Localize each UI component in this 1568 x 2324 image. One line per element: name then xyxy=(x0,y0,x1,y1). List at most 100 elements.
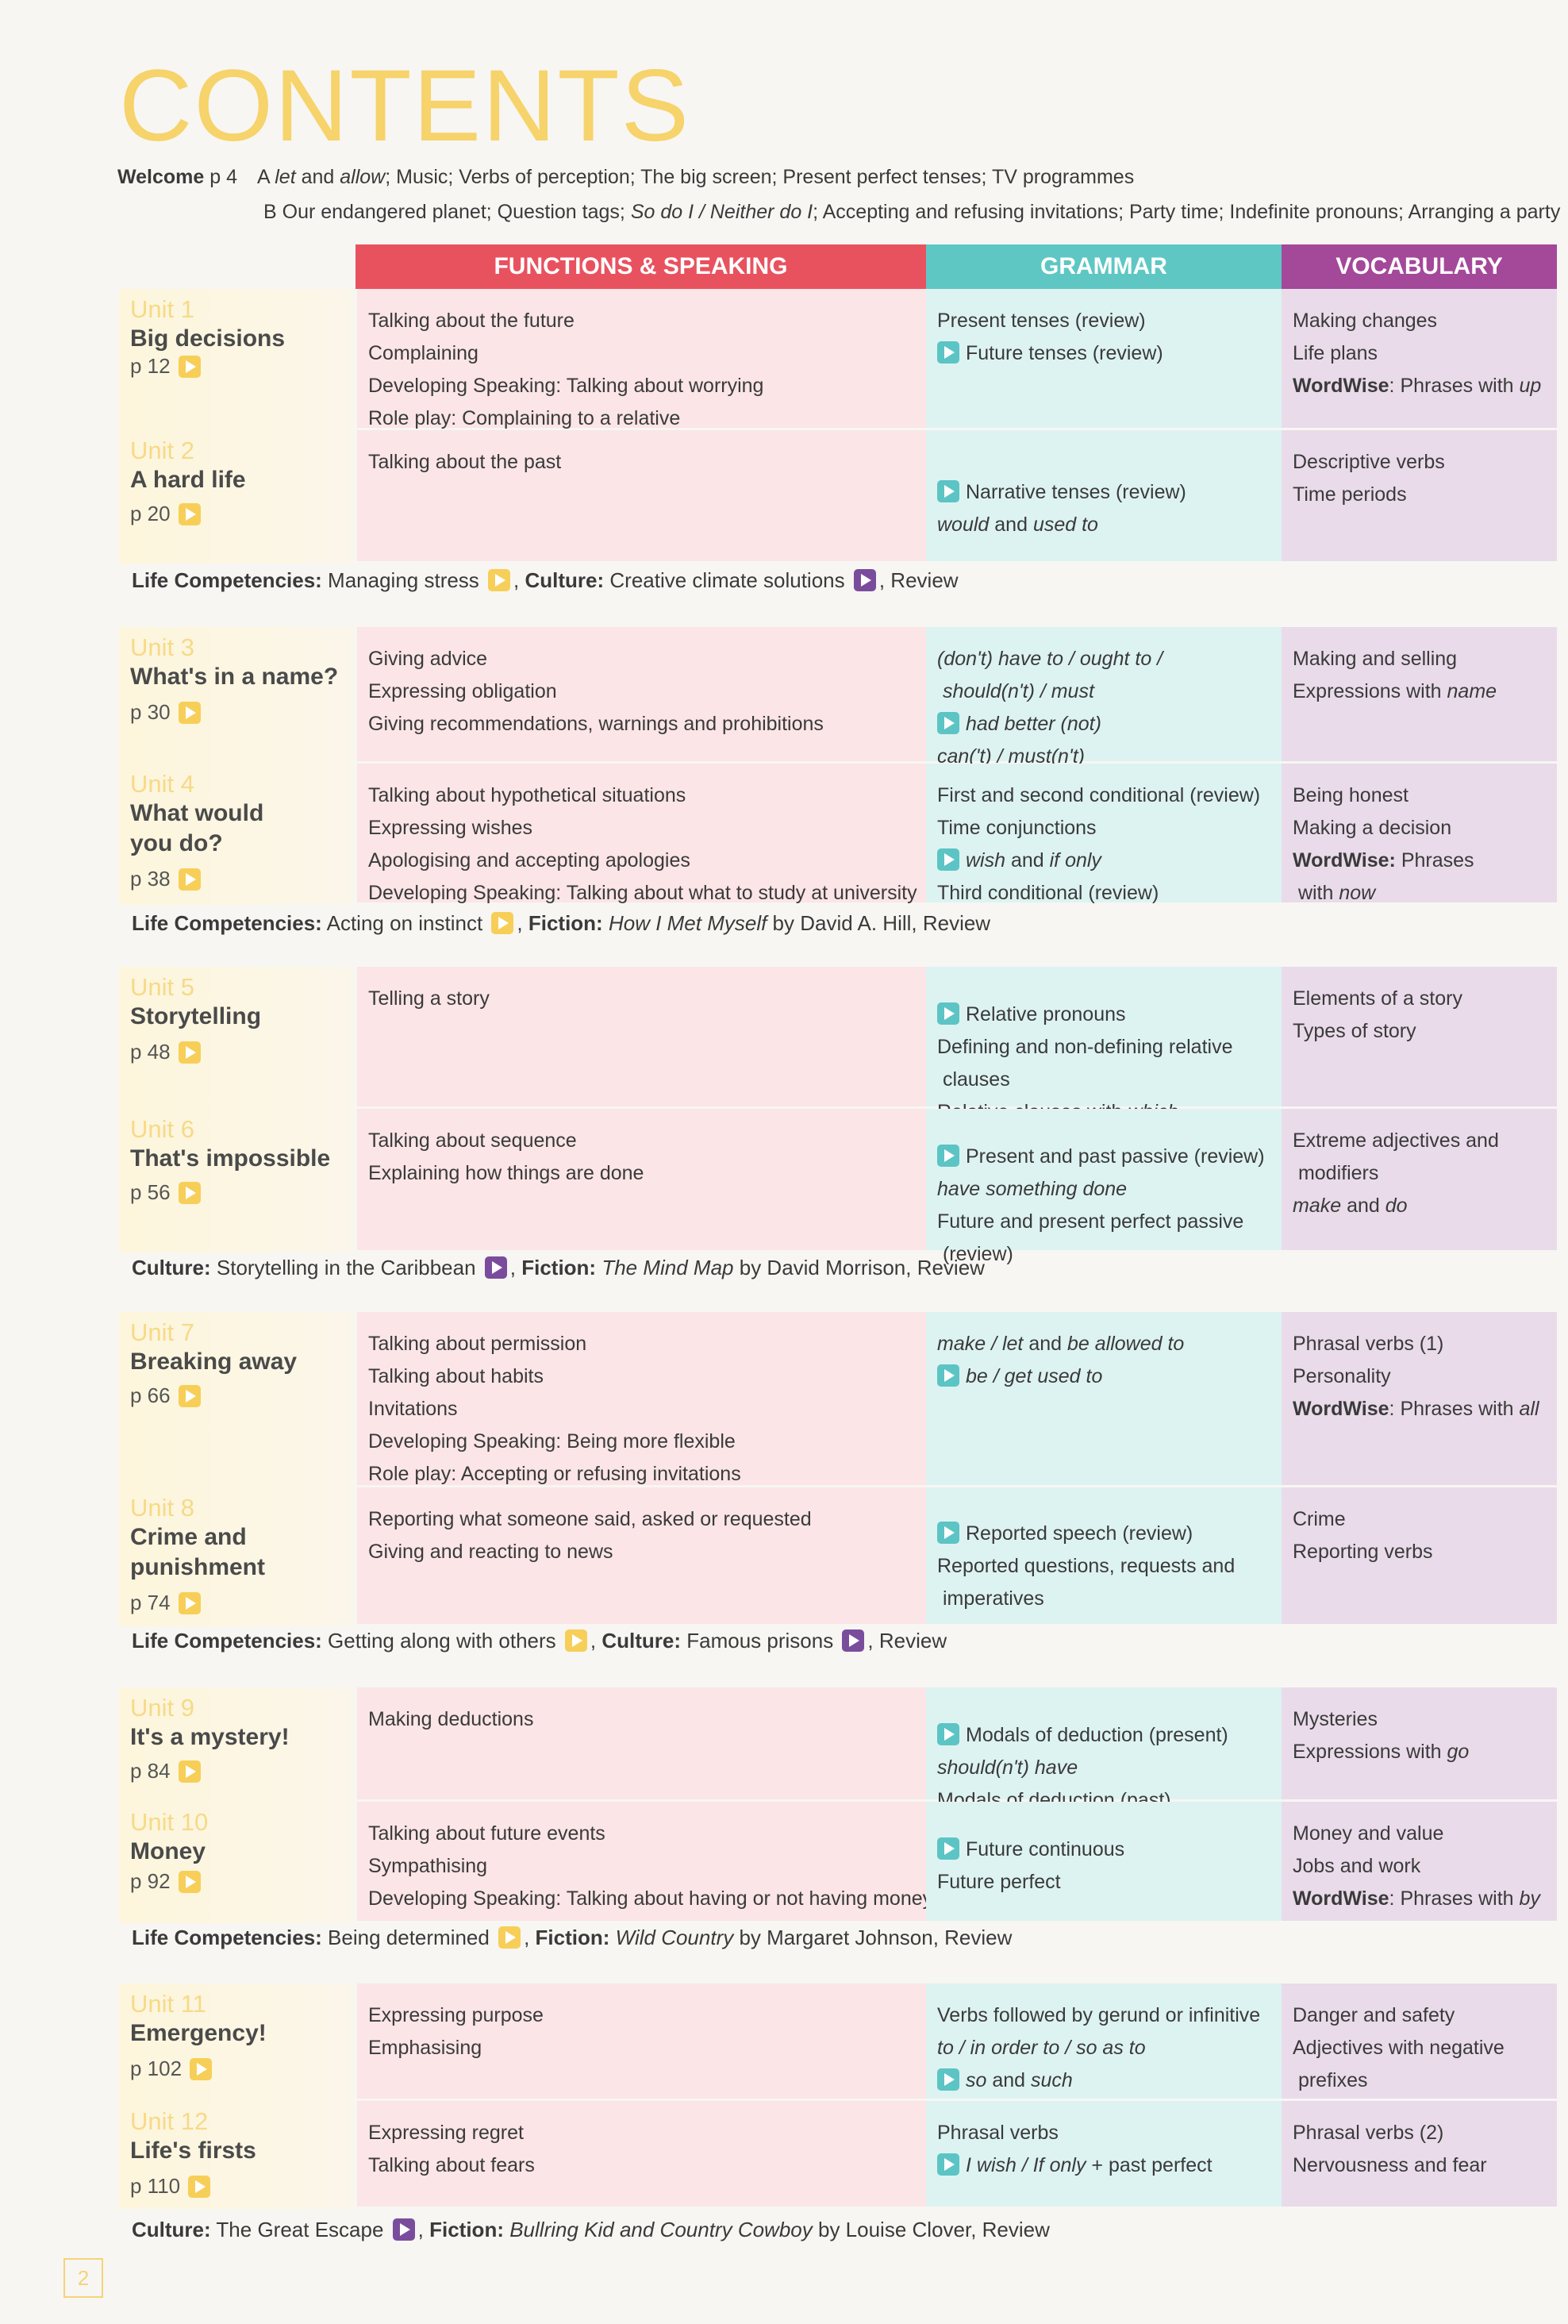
unit-row: Unit 8 Crime and punishment p 74 Reporting … xyxy=(119,1487,1557,1626)
text-segment: and xyxy=(1023,1333,1067,1355)
text-segment: so xyxy=(966,2069,987,2091)
grammar-item: Modals of deduction (present) xyxy=(937,1719,1272,1752)
unit-label: Unit 9 xyxy=(130,1694,194,1722)
play-yellow-icon[interactable] xyxy=(564,1629,587,1652)
text-segment: Complaining xyxy=(368,342,478,364)
text-segment: prefixes xyxy=(1293,2069,1368,2091)
text-segment: Giving and reacting to news xyxy=(368,1541,613,1563)
play-yellow-icon[interactable] xyxy=(178,1760,201,1783)
grammar-item: First and second conditional (review) xyxy=(937,779,1272,812)
unit-info: Unit 1 Big decisions p 12 xyxy=(119,289,354,430)
grammar-item: so and such xyxy=(937,2064,1272,2097)
vocabulary-item: Descriptive verbs xyxy=(1293,446,1547,479)
text-segment: , xyxy=(517,911,528,935)
play-yellow-icon[interactable] xyxy=(178,868,201,891)
unit-page-link[interactable]: p 56 xyxy=(130,1180,207,1205)
text-segment: Descriptive verbs xyxy=(1293,451,1445,473)
text-segment: now xyxy=(1339,882,1376,904)
functions-item: Giving advice xyxy=(368,643,917,675)
unit-page-link[interactable]: p 74 xyxy=(130,1591,207,1615)
unit-page-link[interactable]: p 66 xyxy=(130,1383,207,1408)
play-purple-icon[interactable] xyxy=(853,569,876,591)
functions-item: Giving and reacting to news xyxy=(368,1536,917,1568)
play-teal-icon[interactable] xyxy=(937,480,959,502)
text-segment: , xyxy=(590,1629,602,1653)
text-segment: let xyxy=(275,166,296,188)
unit-label: Unit 8 xyxy=(130,1494,194,1522)
text-segment: Expressing wishes xyxy=(368,817,533,839)
grammar-item: imperatives xyxy=(937,1583,1272,1615)
play-teal-icon[interactable] xyxy=(937,1522,959,1544)
play-yellow-icon[interactable] xyxy=(178,1041,201,1064)
play-purple-icon[interactable] xyxy=(842,1629,865,1652)
play-yellow-icon[interactable] xyxy=(190,2057,213,2080)
unit-page-link[interactable]: p 48 xyxy=(130,1040,207,1064)
unit-page-link[interactable]: p 84 xyxy=(130,1759,207,1783)
text-segment: A xyxy=(256,166,275,188)
play-yellow-icon[interactable] xyxy=(491,912,514,934)
unit-page-link[interactable]: p 20 xyxy=(130,502,207,526)
vocabulary-item: Extreme adjectives and xyxy=(1293,1125,1547,1157)
play-teal-icon[interactable] xyxy=(937,1002,959,1025)
text-segment: up xyxy=(1519,375,1542,397)
unit-row: Unit 7 Breaking away p 66 Talking about per… xyxy=(119,1312,1557,1487)
play-teal-icon[interactable] xyxy=(937,1364,959,1387)
text-segment: Expressions with xyxy=(1293,1741,1447,1763)
play-yellow-icon[interactable] xyxy=(178,1384,201,1407)
play-purple-icon[interactable] xyxy=(484,1256,507,1279)
unit-page-link[interactable]: p 12 xyxy=(130,354,207,379)
play-teal-icon[interactable] xyxy=(937,848,959,871)
play-purple-icon[interactable] xyxy=(392,2218,415,2241)
play-yellow-icon[interactable] xyxy=(178,701,201,724)
functions-item: Sympathising xyxy=(368,1850,917,1883)
unit-info: Unit 2 A hard life p 20 xyxy=(119,430,354,564)
play-yellow-icon[interactable] xyxy=(488,569,511,591)
unit-info: Unit 7 Breaking away p 66 xyxy=(119,1312,354,1487)
grammar-cell: Present tenses (review) Future tenses (re… xyxy=(926,289,1282,428)
play-teal-icon[interactable] xyxy=(937,1145,959,1167)
text-segment: Life Competencies: xyxy=(132,911,322,935)
play-teal-icon[interactable] xyxy=(937,712,959,734)
text-segment: all xyxy=(1519,1398,1539,1420)
vocabulary-item: Time periods xyxy=(1293,479,1547,511)
unit-page-link[interactable]: p 102 xyxy=(130,2057,218,2081)
text-segment: Personality xyxy=(1293,1365,1391,1387)
play-teal-icon[interactable] xyxy=(937,2153,959,2176)
play-teal-icon[interactable] xyxy=(937,2068,959,2091)
vocabulary-item: Expressions with go xyxy=(1293,1736,1547,1768)
functions-item: Invitations xyxy=(368,1393,917,1426)
play-yellow-icon[interactable] xyxy=(498,1926,521,1949)
vocabulary-cell: Being honest Making a decision WordWise: P… xyxy=(1282,764,1557,904)
play-teal-icon[interactable] xyxy=(937,341,959,364)
play-teal-icon[interactable] xyxy=(937,1723,959,1745)
play-yellow-icon[interactable] xyxy=(178,1591,201,1614)
unit-title: A hard life xyxy=(130,467,246,493)
text-segment: and xyxy=(989,514,1033,536)
text-segment: Verbs followed by gerund or infinitive xyxy=(937,2004,1261,2026)
unit-page-link[interactable]: p 110 xyxy=(130,2174,217,2199)
unit-page-link[interactable]: p 92 xyxy=(130,1869,207,1894)
play-teal-icon[interactable] xyxy=(937,1837,959,1860)
functions-item: Talking about habits xyxy=(368,1360,917,1393)
unit-page-link[interactable]: p 30 xyxy=(130,700,207,725)
unit-page-link[interactable]: p 38 xyxy=(130,867,207,891)
grammar-item: Third conditional (review) xyxy=(937,877,1272,910)
functions-item: Expressing purpose xyxy=(368,1999,917,2032)
text-segment: Developing Speaking: Talking about havin… xyxy=(368,1887,933,1910)
play-yellow-icon[interactable] xyxy=(178,502,201,525)
grammar-item: should(n't) have xyxy=(937,1752,1272,1784)
play-yellow-icon[interactable] xyxy=(178,355,201,378)
unit-title: What would you do? xyxy=(130,800,264,856)
unit-title: Life's firsts xyxy=(130,2137,256,2164)
unit-title: That's impossible xyxy=(130,1145,331,1172)
play-yellow-icon[interactable] xyxy=(188,2175,211,2198)
vocabulary-item: Types of story xyxy=(1293,1015,1547,1048)
text-segment: if only xyxy=(1049,849,1101,872)
text-segment: B Our endangered planet; Question tags; xyxy=(263,201,631,223)
play-yellow-icon[interactable] xyxy=(178,1181,201,1204)
text-segment: Expressing obligation xyxy=(368,680,557,702)
text-segment: Emphasising xyxy=(368,2037,482,2059)
text-segment: Reporting verbs xyxy=(1293,1541,1433,1563)
play-yellow-icon[interactable] xyxy=(178,1870,201,1893)
text-segment: Apologising and accepting apologies xyxy=(368,849,690,872)
